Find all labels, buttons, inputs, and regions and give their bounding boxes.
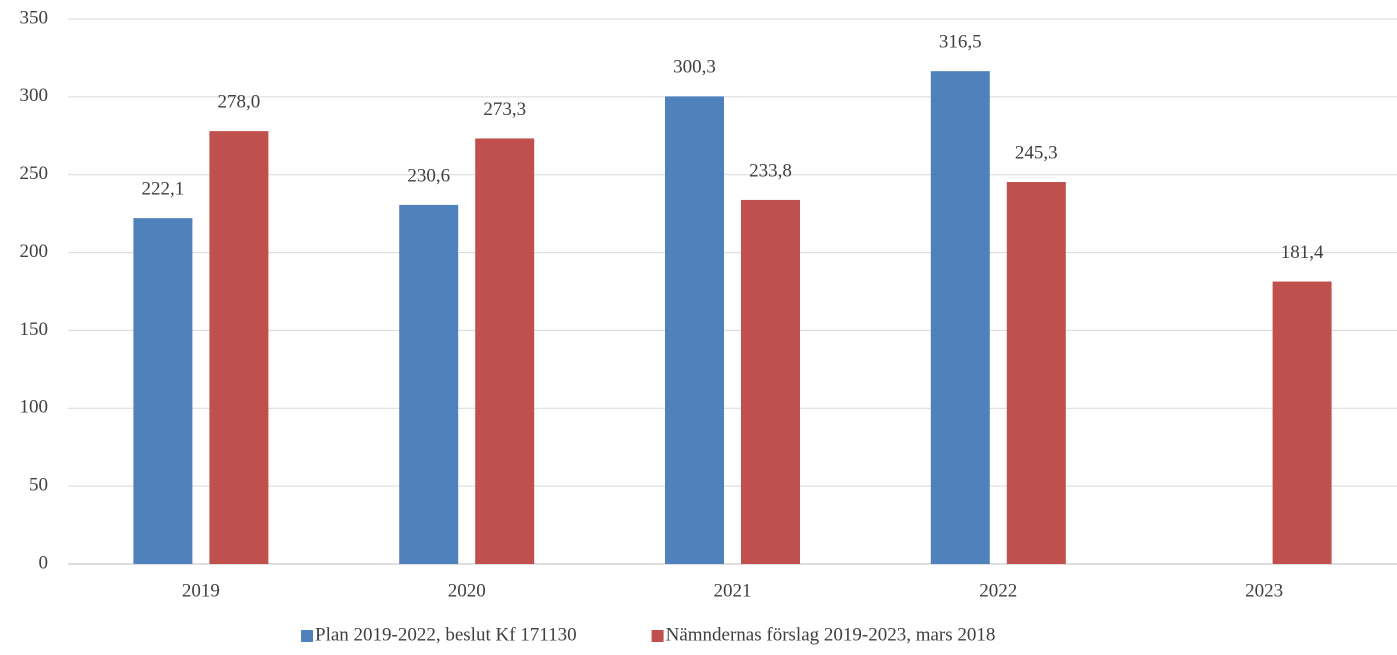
y-tick-label: 250 [20, 163, 49, 184]
data-label: 273,3 [483, 99, 526, 120]
x-tick-label: 2020 [448, 580, 486, 601]
bar [133, 218, 193, 564]
x-tick-label: 2019 [182, 580, 220, 601]
legend-label: Nämndernas förslag 2019-2023, mars 2018 [666, 624, 996, 645]
legend-label: Plan 2019-2022, beslut Kf 171130 [315, 624, 577, 645]
data-label: 222,1 [142, 179, 185, 200]
bar [209, 131, 269, 564]
y-tick-label: 100 [20, 397, 49, 418]
data-label: 316,5 [939, 32, 982, 53]
y-tick-label: 0 [39, 552, 49, 573]
bar [1272, 281, 1332, 564]
y-tick-label: 150 [20, 319, 49, 340]
data-label: 278,0 [218, 91, 261, 112]
y-tick-label: 350 [20, 7, 49, 28]
data-label: 230,6 [407, 165, 450, 186]
legend-swatch [301, 630, 313, 642]
bar [1006, 182, 1066, 565]
y-tick-label: 300 [20, 85, 49, 106]
y-tick-label: 200 [20, 241, 49, 262]
bar [475, 138, 535, 564]
data-label: 233,8 [749, 160, 792, 181]
bar [399, 204, 459, 564]
bar [741, 199, 800, 564]
y-tick-label: 50 [29, 475, 48, 496]
bar [930, 71, 990, 565]
data-label: 181,4 [1281, 242, 1324, 263]
bar [665, 96, 724, 564]
data-label: 300,3 [673, 57, 716, 78]
legend-swatch [651, 630, 664, 642]
x-tick-label: 2022 [979, 580, 1017, 601]
x-tick-label: 2023 [1245, 580, 1283, 601]
data-label: 245,3 [1015, 142, 1058, 163]
x-tick-label: 2021 [714, 580, 752, 601]
